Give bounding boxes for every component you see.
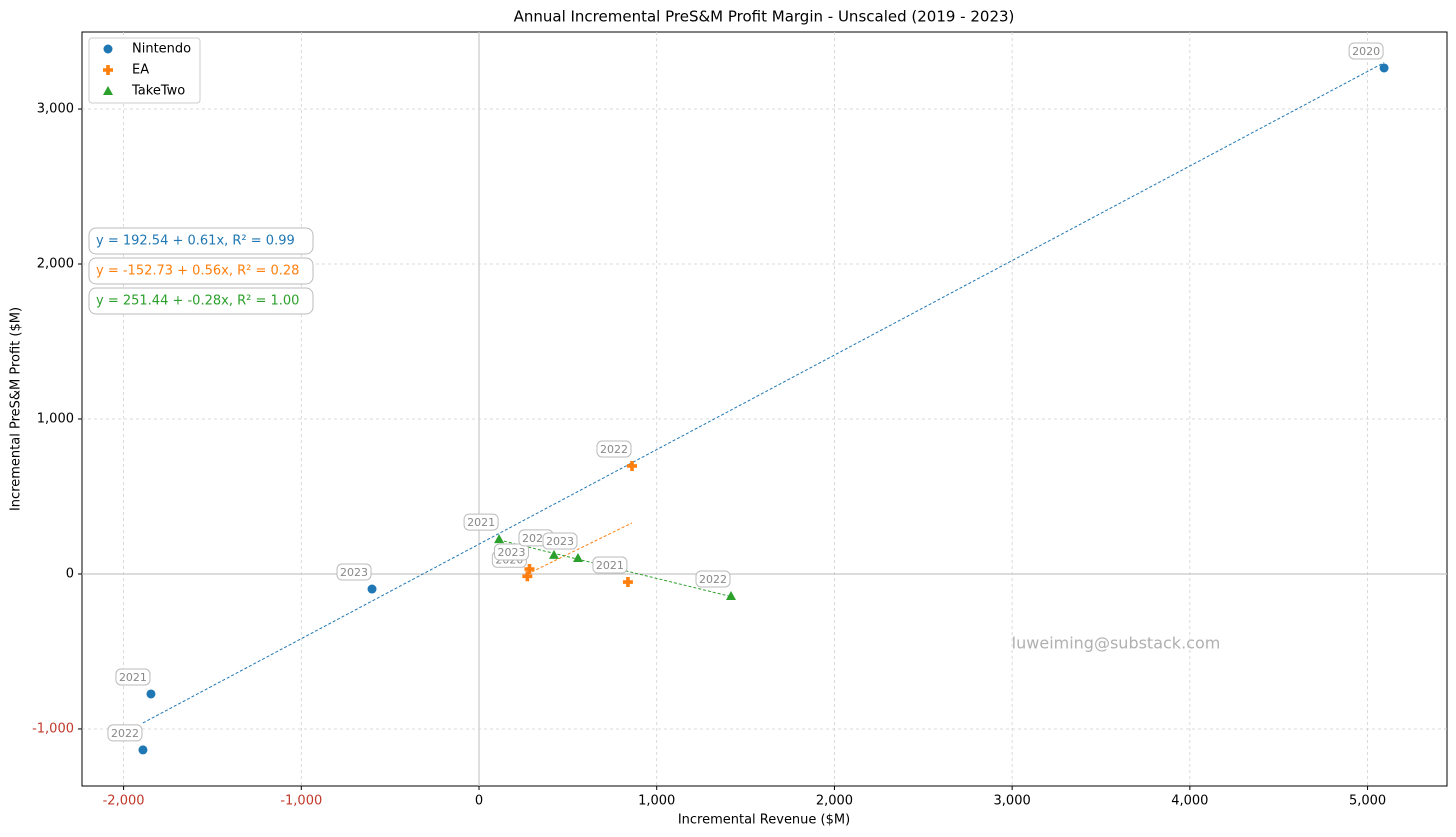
y-tick-label: 1,000 (37, 411, 74, 426)
x-tick-label: 1,000 (638, 794, 675, 809)
point-label-box (336, 563, 372, 581)
point-label: 2023 (546, 535, 574, 548)
trend-line (142, 62, 1385, 724)
x-tick-label: 0 (475, 794, 483, 809)
x-tick-label: 4,000 (1171, 794, 1208, 809)
point-label-box (695, 570, 731, 588)
equation-box (88, 257, 314, 285)
point-label: 2022 (699, 573, 727, 586)
point (549, 549, 560, 559)
y-tick-label: -1,000 (32, 721, 74, 736)
point (524, 564, 535, 575)
point (494, 534, 505, 544)
x-tick-label: 2,000 (816, 794, 853, 809)
point (572, 553, 583, 563)
point (627, 460, 638, 471)
y-tick-label: 3,000 (37, 102, 74, 117)
x-tick-label: 3,000 (994, 794, 1031, 809)
point (138, 745, 148, 755)
legend-box (88, 37, 201, 104)
point-label: 2020 (1352, 45, 1380, 58)
y-tick-label: 2,000 (37, 257, 74, 272)
point (726, 590, 737, 600)
equation: y = -152.73 + 0.56x, R² = 0.28 (96, 264, 299, 279)
point (367, 584, 377, 594)
point (522, 571, 533, 582)
point (622, 577, 633, 588)
point-label: 2023 (497, 546, 525, 559)
equation-box (88, 287, 314, 315)
legend-marker (103, 65, 113, 75)
point-label-box (542, 532, 578, 550)
x-tick-label: 5,000 (1349, 794, 1386, 809)
legend-label: EA (132, 63, 149, 78)
x-tick-label: -1,000 (280, 794, 322, 809)
point-label-box (592, 556, 628, 574)
legend-label: TakeTwo (131, 84, 185, 99)
x-tick-label: -2,000 (103, 794, 145, 809)
equation-box (88, 227, 314, 255)
point-label: 2022 (600, 443, 628, 456)
point-label-box (493, 543, 529, 561)
equation: y = 251.44 + -0.28x, R² = 1.00 (96, 294, 299, 309)
legend-marker (103, 44, 113, 54)
point-label-box (107, 724, 143, 742)
chart-title: Annual Incremental PreS&M Profit Margin … (514, 8, 1015, 26)
point (1379, 63, 1389, 73)
plot-frame (81, 31, 1448, 787)
x-axis-label: Incremental Revenue ($M) (678, 813, 850, 828)
point-label-box (1348, 42, 1384, 60)
watermark: luweiming@substack.com (1012, 634, 1221, 653)
trend-line (527, 522, 633, 575)
point-label-box (463, 513, 499, 531)
equation: y = 192.54 + 0.61x, R² = 0.99 (96, 234, 295, 249)
legend-label: Nintendo (132, 42, 191, 57)
point (146, 689, 156, 699)
y-axis-label: Incremental PreS&M Profit ($M) (9, 307, 24, 511)
point-label: 2023 (340, 566, 368, 579)
legend-marker (103, 86, 113, 95)
point-label-box (596, 440, 632, 458)
y-tick-label: 0 (66, 566, 74, 581)
point-label: 2021 (467, 516, 495, 529)
point-label: 2021 (119, 671, 147, 684)
point-label: 2021 (596, 559, 624, 572)
point-label: 2022 (111, 727, 139, 740)
point-label-box (115, 668, 151, 686)
